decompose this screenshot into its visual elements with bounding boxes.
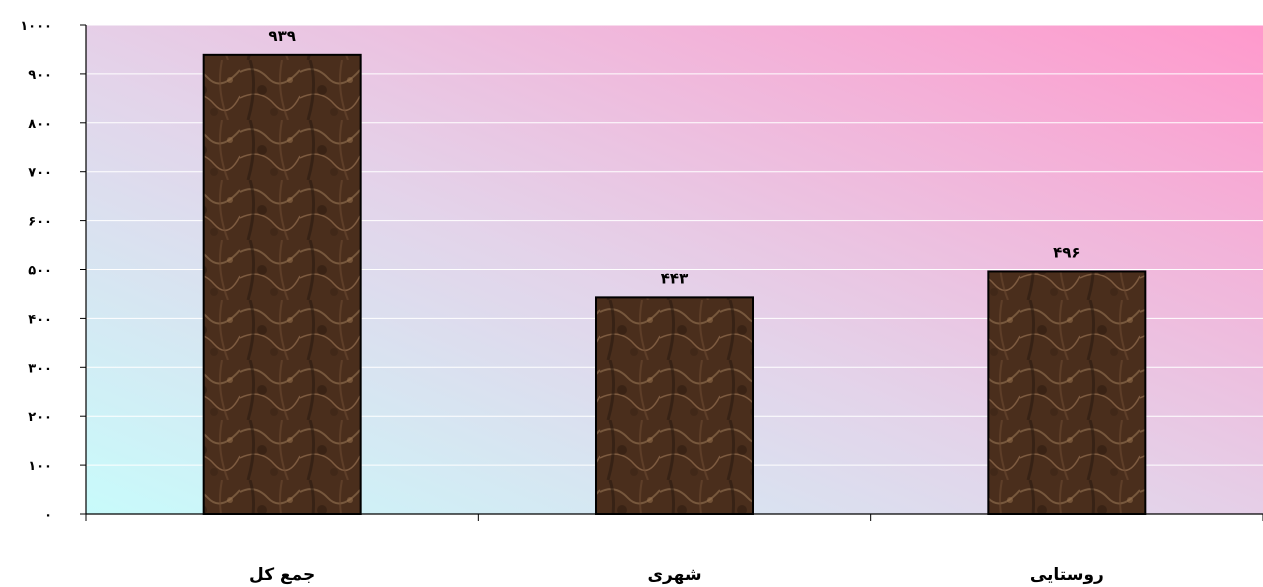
x-category-label: شهری bbox=[647, 565, 701, 585]
x-category-label: روستايی bbox=[1030, 565, 1104, 585]
y-tick-label: ۰ bbox=[44, 508, 52, 523]
bar bbox=[987, 270, 1147, 515]
y-tick-label: ۲۰۰ bbox=[28, 410, 52, 425]
y-tick-label: ۶۰۰ bbox=[28, 215, 52, 230]
labels: ۰ ۱۰۰ ۲۰۰ ۳۰۰ ۴۰۰ ۵۰۰ ۶۰۰ ۷۰۰ ۸۰۰ ۹۰۰ ۱۰۰۰ ۹۳۹ جمع ک… bbox=[20, 19, 1104, 585]
bars bbox=[202, 53, 1147, 515]
y-tick-label: ۷۰۰ bbox=[28, 166, 52, 181]
data-label: ۹۳۹ bbox=[268, 27, 295, 45]
y-tick-label: ۹۰۰ bbox=[28, 68, 52, 83]
data-label: ۴۹۶ bbox=[1053, 243, 1080, 261]
y-tick-label: ۸۰۰ bbox=[28, 117, 52, 132]
data-label: ۴۴۳ bbox=[661, 269, 688, 287]
x-category-label: جمع کل bbox=[249, 565, 315, 585]
y-tick-label: ۳۰۰ bbox=[28, 361, 52, 376]
y-tick-label: ۱۰۰۰ bbox=[20, 19, 52, 34]
y-tick-label: ۴۰۰ bbox=[28, 312, 52, 327]
bar bbox=[595, 296, 754, 515]
y-tick-label: ۱۰۰ bbox=[28, 459, 52, 474]
axes bbox=[80, 24, 1263, 521]
bar bbox=[202, 53, 362, 515]
y-tick-label: ۵۰۰ bbox=[28, 264, 52, 279]
